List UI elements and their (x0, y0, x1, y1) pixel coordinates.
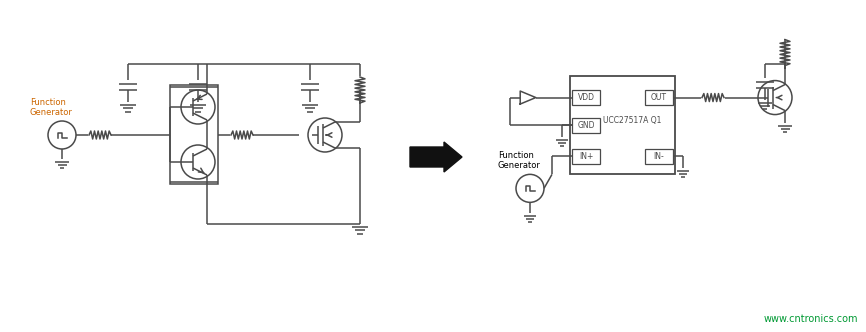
Bar (170, 85, 218, 184)
Bar (570, 76, 675, 174)
Text: GND: GND (578, 121, 595, 129)
Text: OUT: OUT (651, 93, 667, 102)
FancyArrow shape (410, 142, 462, 172)
Text: IN+: IN+ (578, 152, 593, 161)
Text: Function
Generator: Function Generator (30, 98, 73, 117)
Text: www.cntronics.com: www.cntronics.com (764, 314, 858, 324)
Text: IN-: IN- (654, 152, 664, 161)
Bar (572, 118, 600, 132)
Bar (645, 90, 673, 105)
Bar (645, 149, 673, 164)
Text: UCC27517A Q1: UCC27517A Q1 (604, 116, 662, 124)
Text: Function
Generator: Function Generator (498, 151, 541, 170)
Text: VDD: VDD (578, 93, 594, 102)
Bar (572, 149, 600, 164)
Bar (572, 90, 600, 105)
